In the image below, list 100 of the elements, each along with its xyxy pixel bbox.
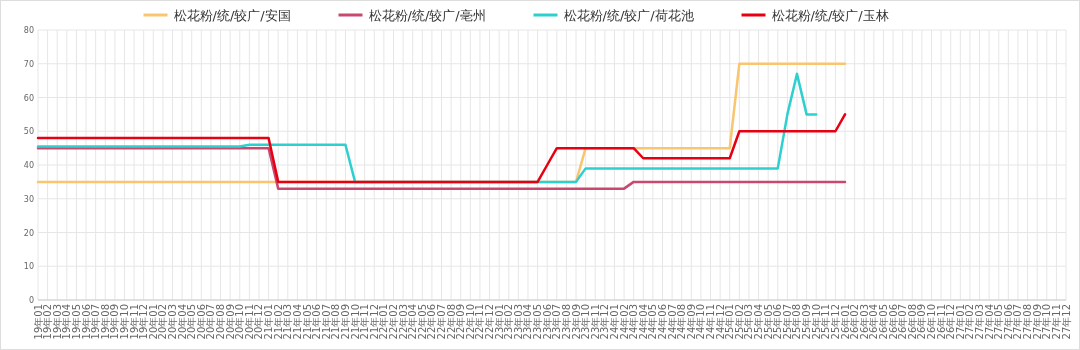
x-tick-label: 22年09 [455,304,467,340]
x-tick-label: 25年02 [733,304,745,340]
x-tick-label: 19年11 [128,304,140,340]
x-tick-label: 22年12 [484,304,496,340]
x-tick-label: 24年07 [666,304,678,340]
x-tick-label: 23年05 [532,304,544,340]
x-tick-label: 23年06 [541,304,553,340]
x-tick-label: 20年09 [224,304,236,340]
x-tick-label: 22年08 [445,304,457,340]
x-tick-label: 23年02 [503,304,515,340]
x-tick-label: 19年04 [61,304,73,340]
x-tick-label: 25年10 [810,304,822,340]
y-tick-label: 80 [23,26,34,35]
x-tick-label: 25年12 [829,304,841,340]
x-tick-label: 23年04 [522,304,534,340]
x-tick-label: 27年11 [1050,304,1062,340]
x-tick-label: 21年10 [349,304,361,340]
x-tick-label: 27年01 [954,304,966,340]
x-tick-label: 20年12 [253,304,265,340]
x-tick-label: 19年02 [42,304,54,340]
x-tick-label: 22年07 [436,304,448,340]
x-tick-label: 22年01 [378,304,390,340]
x-tick-label: 21年09 [339,304,351,340]
x-tick-label: 21年01 [263,304,275,340]
x-tick-label: 24年04 [637,304,649,340]
x-tick-label: 26年10 [926,304,937,340]
x-tick-label: 21年03 [282,304,294,340]
x-tick-label: 19年09 [109,304,121,340]
x-tick-label: 26年01 [839,304,851,340]
y-tick-label: 30 [23,194,34,204]
x-tick-label: 22年10 [464,304,476,340]
x-tick-label: 26年06 [887,304,899,340]
x-tick-label: 23年09 [570,304,582,340]
x-tick-label: 25年01 [724,304,736,340]
legend-label: 松花粉/统/较广/亳州 [368,8,486,23]
x-tick-label: 22年04 [407,304,419,340]
x-tick-label: 26年11 [935,304,947,340]
x-tick-label: 22年06 [426,304,438,340]
x-tick-label: 21年05 [301,304,313,340]
x-tick-label: 19年03 [51,304,63,340]
x-tick-label: 27年08 [1022,304,1034,340]
x-tick-label: 26年07 [897,304,909,340]
x-tick-label: 23年07 [551,304,563,340]
x-tick-label: 20年03 [167,304,178,340]
x-tick-label: 23年12 [599,304,611,340]
x-tick-label: 24年11 [705,304,717,340]
x-tick-label: 27年07 [1012,304,1024,340]
y-tick-label: 50 [23,127,34,137]
legend-label: 松花粉/统/较广/荷花池 [563,8,694,23]
x-tick-label: 27年03 [974,304,986,340]
x-tick-label: 19年05 [70,304,82,340]
x-tick-label: 24年09 [685,304,697,340]
x-tick-label: 27年10 [1041,304,1053,340]
x-tick-label: 19年12 [138,304,150,340]
y-tick-label: 70 [23,59,34,69]
x-tick-label: 22年05 [416,304,428,340]
x-tick-label: 25年07 [781,304,793,340]
x-tick-label: 21年12 [368,304,380,340]
x-tick-label: 25年06 [772,304,784,340]
x-tick-label: 24年10 [695,304,707,340]
x-tick-label: 22年11 [474,304,486,340]
x-tick-label: 27年06 [1002,304,1014,340]
x-tick-label: 19年06 [80,304,92,340]
x-tick-label: 20年08 [215,304,227,340]
x-tick-label: 20年04 [176,304,188,340]
x-tick-label: 25年03 [743,304,755,340]
x-tick-label: 26年08 [906,304,918,340]
x-tick-label: 24年01 [608,304,620,340]
x-tick-label: 24年12 [714,304,726,340]
x-tick-label: 20年05 [186,304,198,340]
x-tick-label: 24年06 [656,304,668,340]
x-tick-label: 26年05 [877,304,889,340]
x-tick-label: 24年05 [647,304,659,340]
x-tick-label: 23年08 [560,304,572,340]
x-tick-label: 27年12 [1060,304,1072,340]
x-tick-label: 20年01 [147,304,159,340]
x-tick-label: 20年07 [205,304,217,340]
x-tick-label: 25年11 [820,304,832,340]
x-tick-label: 21年02 [272,304,284,340]
x-tick-label: 25年05 [762,304,774,340]
x-tick-label: 27年02 [964,304,976,340]
x-tick-label: 25年08 [791,304,803,340]
x-tick-label: 21年06 [311,304,323,340]
x-tick-label: 21年08 [330,304,342,340]
x-tick-label: 24年03 [628,304,640,340]
x-tick-label: 21年07 [320,304,332,340]
x-tick-label: 27年04 [983,304,995,340]
x-tick-label: 20年02 [157,304,169,340]
x-tick-label: 21年11 [359,304,371,340]
x-tick-label: 22年02 [387,304,399,340]
line-series [36,113,847,184]
x-tick-label: 25年09 [801,304,813,340]
x-tick-label: 19年01 [32,304,44,340]
y-tick-label: 20 [23,228,34,238]
x-tick-label: 21年04 [291,304,303,340]
x-tick-label: 27年05 [993,304,1005,340]
legend-label: 松花粉/统/较广/安国 [173,8,291,23]
x-tick-label: 23年01 [493,304,505,340]
x-tick-label: 20年11 [243,304,255,340]
x-tick-label: 26年12 [945,304,957,340]
